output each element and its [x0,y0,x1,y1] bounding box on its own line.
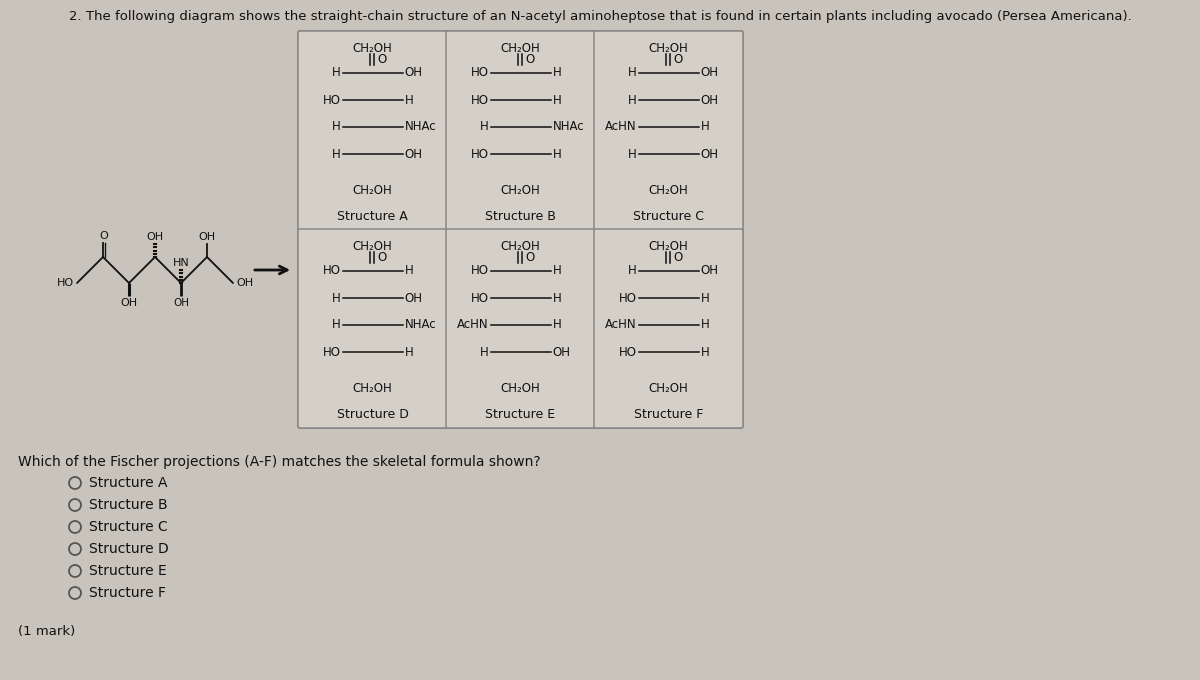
Text: CH₂OH: CH₂OH [649,240,689,253]
Text: Structure E: Structure E [89,564,167,578]
Text: H: H [480,120,488,133]
Text: OH: OH [120,298,138,308]
Text: HO: HO [323,265,341,277]
Text: HO: HO [470,148,488,160]
Text: H: H [552,67,562,80]
Text: H: H [404,94,413,107]
Text: AcHN: AcHN [457,318,488,332]
Text: CH₂OH: CH₂OH [500,42,540,55]
Text: 2. The following diagram shows the straight-chain structure of an N-acetyl amino: 2. The following diagram shows the strai… [68,10,1132,23]
Text: HO: HO [470,265,488,277]
Text: O: O [673,53,683,66]
Text: H: H [331,67,341,80]
FancyBboxPatch shape [594,229,743,428]
FancyBboxPatch shape [298,31,743,428]
Text: CH₂OH: CH₂OH [500,240,540,253]
Text: Structure B: Structure B [485,211,556,224]
Text: Structure C: Structure C [634,211,704,224]
Text: HO: HO [618,292,636,305]
Text: H: H [552,94,562,107]
Text: H: H [404,345,413,358]
Text: NHAc: NHAc [552,120,584,133]
Text: AcHN: AcHN [605,120,636,133]
Text: Structure F: Structure F [89,586,166,600]
Text: Structure B: Structure B [89,498,168,512]
Text: Structure F: Structure F [634,409,703,422]
Text: H: H [628,265,636,277]
Text: CH₂OH: CH₂OH [649,184,689,197]
Text: H: H [628,148,636,160]
FancyBboxPatch shape [446,229,595,428]
Text: OH: OH [552,345,570,358]
Text: OH: OH [701,67,719,80]
Text: O: O [378,251,386,264]
Text: OH: OH [198,232,216,242]
Text: Structure A: Structure A [89,476,168,490]
FancyBboxPatch shape [298,229,446,428]
Text: Structure C: Structure C [89,520,168,534]
Text: CH₂OH: CH₂OH [500,382,540,395]
Text: OH: OH [404,67,422,80]
Text: NHAc: NHAc [404,120,436,133]
Text: OH: OH [404,148,422,160]
Text: H: H [552,292,562,305]
Text: CH₂OH: CH₂OH [353,382,392,395]
Text: HO: HO [470,292,488,305]
Text: H: H [628,67,636,80]
Text: CH₂OH: CH₂OH [353,184,392,197]
Text: CH₂OH: CH₂OH [649,42,689,55]
Text: H: H [552,265,562,277]
Text: Structure D: Structure D [336,409,408,422]
Text: OH: OH [701,148,719,160]
Text: HN: HN [173,258,190,268]
Text: OH: OH [236,278,253,288]
Text: H: H [552,148,562,160]
Text: (1 mark): (1 mark) [18,625,76,638]
Text: H: H [552,318,562,332]
Text: Which of the Fischer projections (A-F) matches the skeletal formula shown?: Which of the Fischer projections (A-F) m… [18,455,541,469]
Text: O: O [526,53,535,66]
Text: CH₂OH: CH₂OH [649,382,689,395]
Text: HO: HO [323,94,341,107]
Text: H: H [331,292,341,305]
Text: H: H [701,120,709,133]
Text: Structure E: Structure E [486,409,556,422]
Text: NHAc: NHAc [404,318,436,332]
Text: O: O [526,251,535,264]
Text: OH: OH [404,292,422,305]
Text: O: O [100,231,108,241]
Text: AcHN: AcHN [605,318,636,332]
FancyBboxPatch shape [594,31,743,230]
Text: OH: OH [146,232,163,242]
Text: H: H [331,120,341,133]
Text: HO: HO [470,67,488,80]
Text: H: H [331,318,341,332]
Text: HO: HO [470,94,488,107]
Text: H: H [701,345,709,358]
Text: H: H [404,265,413,277]
Text: OH: OH [701,94,719,107]
Text: Structure A: Structure A [337,211,408,224]
Text: O: O [673,251,683,264]
Text: Structure D: Structure D [89,542,169,556]
Text: H: H [480,345,488,358]
Text: H: H [331,148,341,160]
Text: H: H [628,94,636,107]
Text: OH: OH [701,265,719,277]
Text: CH₂OH: CH₂OH [500,184,540,197]
FancyBboxPatch shape [298,31,446,230]
Text: HO: HO [323,345,341,358]
FancyBboxPatch shape [446,31,595,230]
Text: H: H [701,292,709,305]
Text: O: O [378,53,386,66]
Text: CH₂OH: CH₂OH [353,42,392,55]
Text: CH₂OH: CH₂OH [353,240,392,253]
Text: OH: OH [173,298,190,308]
Text: HO: HO [56,278,74,288]
Text: H: H [701,318,709,332]
Text: HO: HO [618,345,636,358]
